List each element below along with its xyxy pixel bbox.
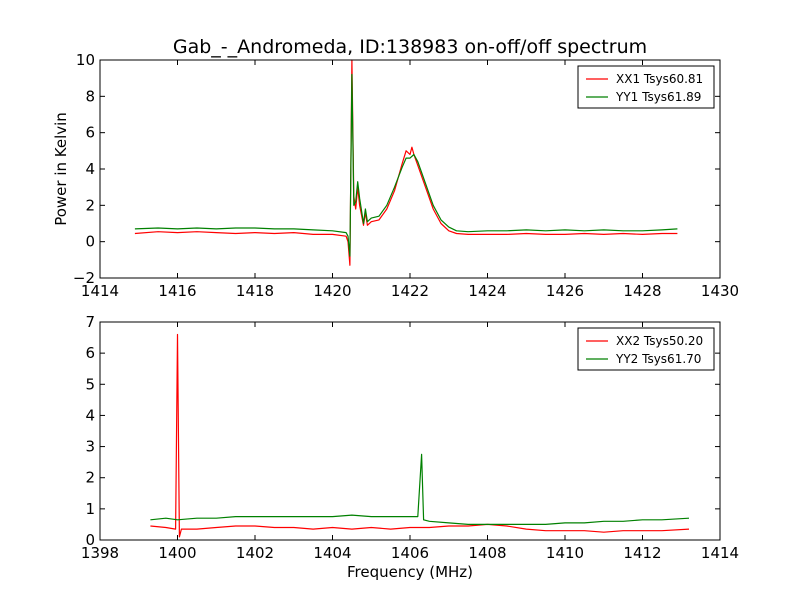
legend-label: XX2 Tsys50.20 xyxy=(616,334,703,348)
x-tick-label: 1430 xyxy=(701,282,739,300)
legend-label: YY2 Tsys61.70 xyxy=(615,352,701,366)
y-tick-label: 6 xyxy=(85,124,95,142)
x-tick-label: 1428 xyxy=(623,282,661,300)
y-tick-label: 4 xyxy=(85,160,95,178)
x-tick-label: 1420 xyxy=(313,282,351,300)
x-tick-label: 1416 xyxy=(158,282,196,300)
x-tick-label: 1404 xyxy=(313,544,351,562)
chart-title: Gab_-_Andromeda, ID:138983 on-off/off sp… xyxy=(173,36,647,58)
bottom-xlabel: Frequency (MHz) xyxy=(347,563,473,581)
y-tick-label: 0 xyxy=(85,233,95,251)
x-tick-label: 1400 xyxy=(158,544,196,562)
x-tick-label: 1408 xyxy=(468,544,506,562)
y-tick-label: 3 xyxy=(85,438,95,456)
x-tick-label: 1422 xyxy=(391,282,429,300)
bottom-plot: 1398 1400 1402 1404 1406 1408 1410 1412 1414 0 1 2 3… xyxy=(81,313,739,562)
legend-box xyxy=(577,65,715,109)
x-tick-label: 1414 xyxy=(701,544,739,562)
y-tick-label: 4 xyxy=(85,406,95,424)
series-line-1-1 xyxy=(150,453,690,525)
x-tick-label: 1424 xyxy=(468,282,506,300)
x-tick-label: 1418 xyxy=(236,282,274,300)
series-line-0-0 xyxy=(134,59,678,266)
x-tick-label: 1412 xyxy=(623,544,661,562)
x-tick-label: 1414 xyxy=(81,282,119,300)
series-line-1-0 xyxy=(150,333,690,538)
x-tick-label: 1410 xyxy=(546,544,584,562)
y-tick-label: −2 xyxy=(73,269,95,287)
y-tick-label: 7 xyxy=(85,313,95,331)
legend-box xyxy=(577,327,715,371)
series-line-0-1 xyxy=(134,73,678,257)
x-tick-label: 1426 xyxy=(546,282,584,300)
y-tick-label: 0 xyxy=(85,531,95,549)
y-tick-label: 2 xyxy=(85,469,95,487)
y-tick-label: 2 xyxy=(85,196,95,214)
y-tick-label: 8 xyxy=(85,87,95,105)
x-tick-label: 1402 xyxy=(236,544,274,562)
y-tick-label: 1 xyxy=(85,500,95,518)
top-ylabel: Power in Kelvin xyxy=(52,112,70,226)
y-tick-label: 6 xyxy=(85,344,95,362)
y-tick-label: 10 xyxy=(76,51,95,69)
legend-label: XX1 Tsys60.81 xyxy=(616,72,703,86)
y-tick-label: 5 xyxy=(85,375,95,393)
legend-label: YY1 Tsys61.89 xyxy=(615,90,701,104)
top-plot: 1414 1416 1418 1420 1422 1424 1426 1428 1430 −2 0 2… xyxy=(73,51,739,300)
x-tick-label: 1406 xyxy=(391,544,429,562)
x-tick-label: 1398 xyxy=(81,544,119,562)
